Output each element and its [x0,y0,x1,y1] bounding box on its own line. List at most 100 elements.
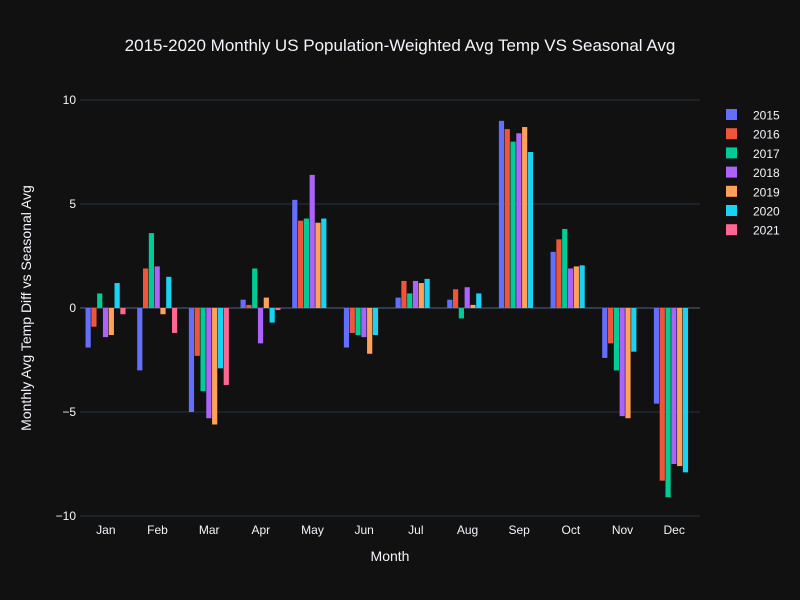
legend-swatch [726,109,737,120]
bar-2017-dec[interactable] [665,308,671,498]
bar-2016-sep[interactable] [504,129,510,308]
bar-2017-may[interactable] [303,218,309,308]
bar-2017-nov[interactable] [613,308,619,371]
bar-2016-nov[interactable] [608,308,614,344]
legend-item-2021[interactable]: 2021 [726,224,780,238]
bar-2017-feb[interactable] [148,233,154,308]
bar-2020-aug[interactable] [476,293,482,308]
bar-2018-dec[interactable] [671,308,677,464]
bar-2016-mar[interactable] [194,308,200,356]
bar-2019-oct[interactable] [573,266,579,308]
x-tick-label: Aug [457,523,478,537]
bar-2019-mar[interactable] [212,308,218,425]
bar-2015-feb[interactable] [137,308,143,371]
bar-2017-jun[interactable] [355,308,361,336]
bar-2016-dec[interactable] [659,308,665,481]
bar-2018-jun[interactable] [361,308,367,338]
legend-label: 2017 [753,147,780,161]
bar-2015-nov[interactable] [602,308,608,358]
legend-item-2019[interactable]: 2019 [726,185,780,199]
bar-2019-apr[interactable] [263,297,269,308]
bar-2016-jan[interactable] [91,308,97,327]
bar-2017-sep[interactable] [510,141,516,308]
bar-2016-jul[interactable] [401,280,407,308]
bar-2016-apr[interactable] [246,304,252,308]
bar-2019-jan[interactable] [108,308,114,336]
bar-2018-may[interactable] [309,174,315,308]
bar-2019-may[interactable] [315,222,321,308]
bar-2019-feb[interactable] [160,308,166,315]
legend-item-2018[interactable]: 2018 [726,166,780,180]
x-axis-title: Month [371,548,410,564]
y-tick-label: 0 [69,301,76,315]
legend-label: 2015 [753,109,780,123]
bar-2017-mar[interactable] [200,308,206,392]
bar-2015-apr[interactable] [240,299,246,308]
bar-2021-feb[interactable] [172,308,178,333]
bar-2020-dec[interactable] [682,308,689,473]
bar-2018-apr[interactable] [257,308,264,344]
bar-2017-apr[interactable] [252,268,258,308]
legend-item-2017[interactable]: 2017 [726,147,780,161]
bar-2017-oct[interactable] [562,228,568,308]
bar-2021-apr[interactable] [275,308,281,311]
bar-2015-oct[interactable] [550,251,556,308]
bar-2016-jun[interactable] [349,308,355,333]
legend-swatch [726,185,737,197]
bar-2015-may[interactable] [292,199,298,308]
bar-2019-aug[interactable] [470,304,476,308]
bar-2018-feb[interactable] [154,266,160,308]
bars [85,120,689,498]
bar-2018-mar[interactable] [206,308,212,419]
bar-2017-jan[interactable] [97,293,103,308]
bar-2019-jun[interactable] [367,308,373,354]
bar-2018-oct[interactable] [567,268,574,308]
bar-2015-aug[interactable] [447,299,453,308]
bar-2015-jun[interactable] [343,308,350,348]
bar-2021-jan[interactable] [120,308,126,315]
legend-item-2016[interactable]: 2016 [726,128,780,142]
bar-2020-jan[interactable] [114,283,120,308]
bar-2015-dec[interactable] [653,308,660,404]
legend[interactable]: 2015 2016 2017 2018 2019 2020 2021 [726,109,780,238]
x-tick-label: Nov [612,523,633,537]
bar-2015-jul[interactable] [395,297,401,308]
x-tick-label: Jun [354,523,373,537]
bar-2018-aug[interactable] [464,287,470,308]
bar-2017-aug[interactable] [458,308,464,319]
bar-2019-sep[interactable] [522,127,528,308]
x-tick-label: Oct [561,523,580,537]
bar-2018-jul[interactable] [412,280,419,308]
bar-2020-feb[interactable] [166,276,172,308]
bar-2016-aug[interactable] [453,289,459,308]
bar-2017-jul[interactable] [407,293,413,308]
bar-2020-nov[interactable] [631,308,637,352]
legend-label: 2020 [753,205,780,219]
gridlines [80,99,700,517]
bar-2020-mar[interactable] [217,308,224,369]
bar-2015-jan[interactable] [85,308,91,348]
bar-2018-nov[interactable] [619,308,625,417]
bar-2016-oct[interactable] [556,239,562,308]
bar-2020-may[interactable] [321,218,327,308]
legend-item-2020[interactable]: 2020 [726,205,780,219]
bar-2015-mar[interactable] [188,308,195,412]
bar-2020-jul[interactable] [424,278,430,308]
bar-2016-may[interactable] [298,220,304,308]
bar-2018-jan[interactable] [102,308,109,338]
legend-swatch [726,147,737,159]
bar-2020-sep[interactable] [527,152,534,308]
bar-2020-oct[interactable] [579,265,585,308]
legend-item-2015[interactable]: 2015 [726,109,780,123]
y-tick-labels: 10 5 0 −5 −10 [56,93,77,523]
bar-2019-nov[interactable] [625,308,631,419]
bar-2016-feb[interactable] [143,268,149,308]
y-tick-label: −5 [62,405,76,419]
bar-2015-sep[interactable] [498,120,505,308]
bar-2020-apr[interactable] [269,308,275,323]
bar-2019-jul[interactable] [418,283,424,308]
bar-2019-dec[interactable] [677,308,683,467]
bar-2018-sep[interactable] [516,133,522,308]
bar-2021-mar[interactable] [223,308,229,385]
bar-2020-jun[interactable] [372,308,379,336]
